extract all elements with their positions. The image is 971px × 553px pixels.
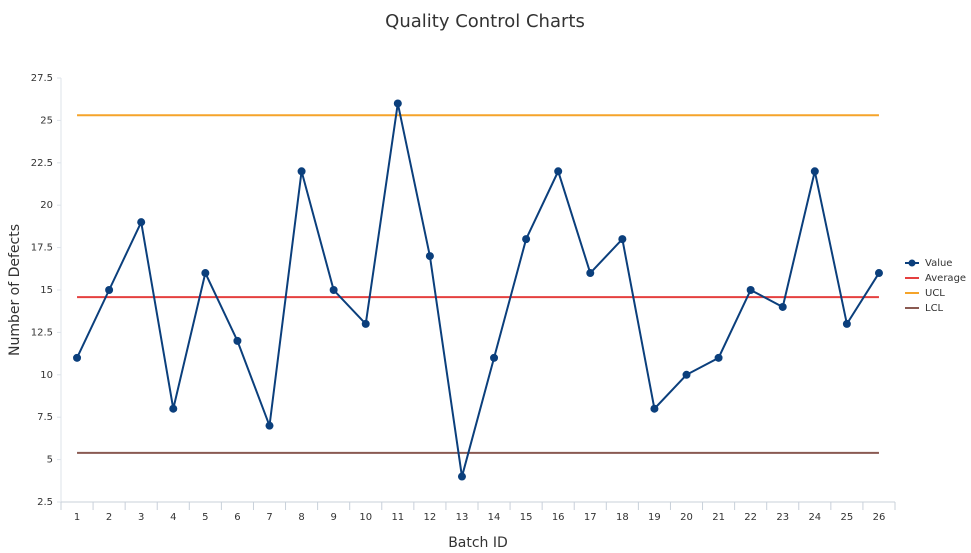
data-point (361, 319, 370, 328)
data-point (457, 472, 466, 481)
x-axis-title: Batch ID (448, 535, 508, 551)
x-tick-label: 2 (106, 512, 112, 523)
chart-title: Quality Control Charts (385, 11, 585, 32)
x-tick-label: 16 (552, 512, 565, 523)
x-tick-label: 24 (808, 512, 821, 523)
x-tick-label: 13 (456, 512, 469, 523)
y-tick-label: 27.5 (31, 73, 53, 84)
data-point (554, 167, 563, 176)
y-tick-label: 7.5 (37, 412, 53, 423)
y-tick-label: 25 (40, 115, 53, 126)
y-tick-label: 17.5 (31, 243, 53, 254)
x-tick-label: 18 (616, 512, 629, 523)
data-point (137, 218, 146, 227)
data-point (425, 252, 434, 261)
x-tick-label: 3 (138, 512, 144, 523)
x-tick-label: 26 (873, 512, 886, 523)
data-point (586, 269, 595, 278)
data-point (714, 353, 723, 362)
data-point (73, 353, 82, 362)
data-point (233, 336, 242, 345)
x-tick-label: 19 (648, 512, 661, 523)
x-tick-label: 1 (74, 512, 80, 523)
legend-label: UCL (925, 288, 945, 299)
data-point (393, 99, 402, 108)
x-tick-label: 25 (841, 512, 854, 523)
data-point (746, 286, 755, 294)
x-tick-label: 11 (391, 512, 404, 523)
data-point (169, 404, 178, 413)
y-tick-label: 15 (40, 285, 53, 296)
data-point (874, 269, 883, 278)
x-tick-label: 9 (330, 512, 336, 523)
y-tick-label: 20 (40, 200, 53, 211)
y-tick-label: 12.5 (31, 327, 53, 338)
x-tick-label: 14 (488, 512, 501, 523)
data-point (490, 353, 499, 362)
legend-label: Value (925, 258, 952, 269)
data-point (265, 421, 274, 430)
y-tick-label: 22.5 (31, 158, 53, 169)
series-line (76, 103, 880, 477)
x-tick-label: 7 (266, 512, 272, 523)
x-tick-label: 23 (776, 512, 789, 523)
data-point (522, 235, 531, 244)
x-tick-label: 4 (170, 512, 176, 523)
x-tick-label: 5 (202, 512, 208, 523)
x-tick-label: 15 (520, 512, 533, 523)
legend-marker (908, 259, 916, 267)
y-tick-label: 10 (40, 370, 53, 381)
data-point (201, 269, 210, 278)
x-tick-label: 17 (584, 512, 597, 523)
legend-label: LCL (925, 303, 944, 314)
x-tick-label: 22 (744, 512, 757, 523)
x-tick-label: 21 (712, 512, 725, 523)
data-point (650, 404, 659, 413)
data-point (105, 286, 114, 294)
y-tick-label: 2.5 (37, 497, 53, 508)
data-point (329, 286, 338, 294)
data-point (682, 370, 691, 379)
data-point (297, 167, 306, 176)
x-tick-label: 6 (234, 512, 240, 523)
x-tick-label: 20 (680, 512, 693, 523)
legend-label: Average (925, 273, 966, 284)
y-axis-title: Number of Defects (7, 224, 23, 356)
x-tick-label: 12 (424, 512, 437, 523)
x-tick-label: 10 (359, 512, 372, 523)
data-point (842, 319, 851, 328)
y-tick-label: 5 (47, 455, 53, 466)
data-point (618, 235, 627, 244)
data-point (810, 167, 819, 176)
x-tick-label: 8 (298, 512, 304, 523)
data-point (778, 302, 787, 311)
